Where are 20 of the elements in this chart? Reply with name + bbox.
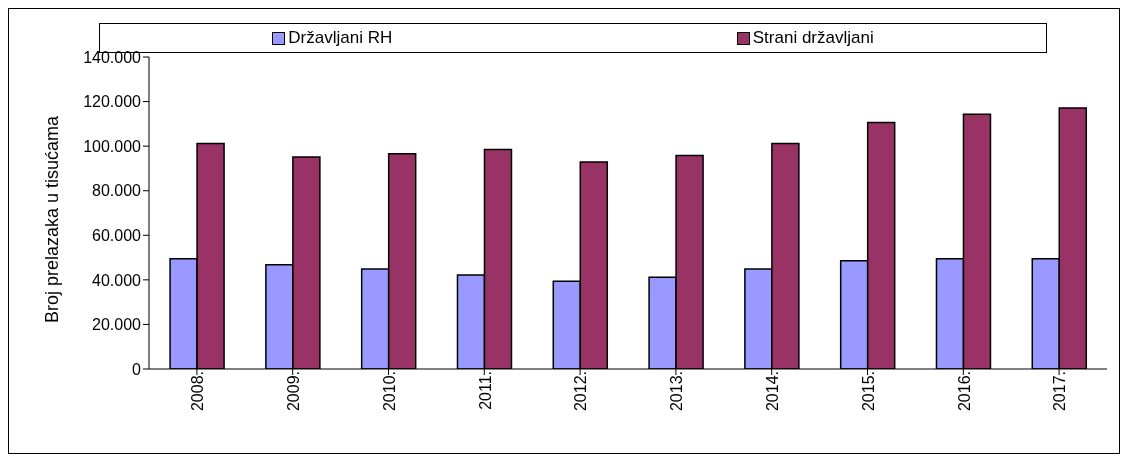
x-tick-label: 2017.: [1051, 371, 1069, 412]
x-tick-label: 2015.: [859, 371, 877, 412]
y-tick-label: 40.000: [92, 271, 142, 289]
y-tick-label: 100.000: [83, 137, 142, 155]
x-tick-label: 2014.: [764, 371, 782, 412]
legend-label: Strani državljani: [751, 28, 874, 48]
y-tick-label: 120.000: [83, 93, 142, 111]
x-tick-label: 2012.: [572, 371, 590, 412]
y-tick-label: 20.000: [92, 316, 142, 334]
y-tick-label: 60.000: [92, 226, 142, 244]
x-tick-label: 2016.: [955, 371, 973, 412]
x-tick-label: 2008.: [189, 371, 207, 412]
y-tick-label: 0: [132, 360, 142, 378]
x-tick-label: 2010.: [380, 371, 398, 412]
x-tick-label: 2013.: [668, 371, 686, 412]
x-tick-label: 2009.: [285, 371, 303, 412]
legend-label: Državljani RH: [287, 28, 393, 48]
y-axis-title: Broj prelazaka u tisućama: [42, 114, 63, 323]
y-tick-label: 80.000: [92, 182, 142, 200]
x-tick-label: 2011.: [476, 371, 494, 410]
